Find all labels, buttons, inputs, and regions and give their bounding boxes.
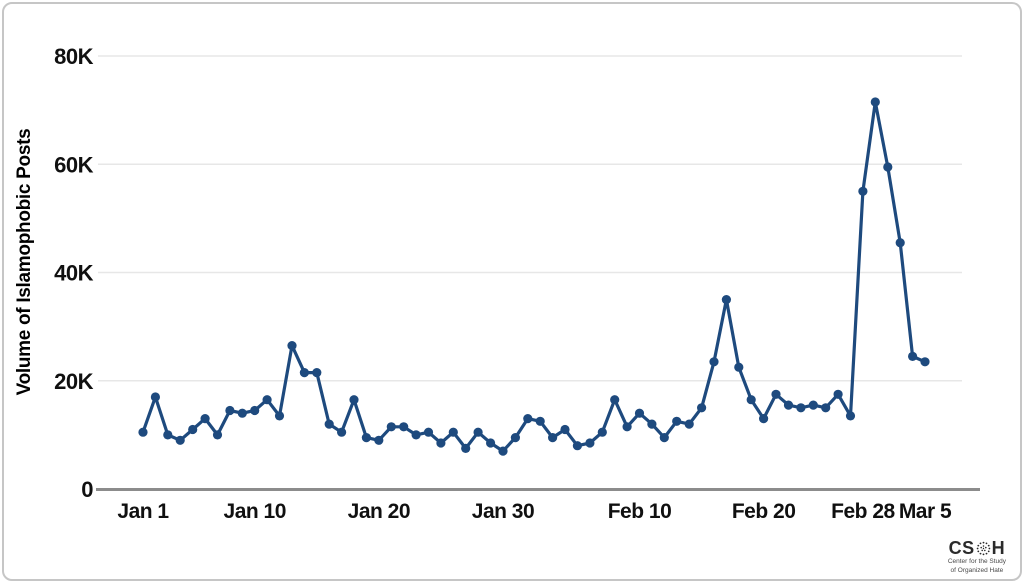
y-tick-label: 40K (54, 261, 93, 286)
data-point (324, 419, 334, 429)
data-point (386, 422, 396, 432)
data-point (337, 427, 347, 437)
data-point (908, 351, 918, 361)
data-point (498, 446, 508, 456)
data-point (510, 433, 520, 443)
data-point (250, 405, 260, 416)
data-point (721, 295, 732, 305)
data-point (436, 438, 446, 448)
globe-icon (976, 541, 990, 555)
data-point (783, 400, 794, 410)
data-point (796, 403, 806, 413)
data-point (746, 395, 756, 405)
logo-text-h: H (991, 538, 1006, 559)
logo-tagline-line2: of Organized Hate (950, 566, 1004, 574)
csoh-logo: CS H Center for the Study of Organized H… (948, 539, 1006, 575)
data-point (262, 395, 272, 405)
logo-tagline-line1: Center for the Study (947, 558, 1006, 566)
data-point (647, 419, 657, 429)
data-point (833, 389, 843, 399)
data-point (399, 422, 409, 432)
data-point (200, 414, 210, 424)
y-tick-label: 0 (81, 477, 93, 502)
data-point (610, 395, 620, 405)
data-point (821, 403, 831, 413)
data-point (709, 357, 719, 367)
data-point (597, 427, 607, 437)
x-tick-label: Feb 28 (831, 500, 895, 523)
data-point (448, 427, 458, 437)
data-point (150, 392, 160, 402)
data-point (312, 368, 322, 378)
data-point (684, 419, 694, 429)
y-tick-label: 20K (54, 369, 93, 394)
data-point (585, 438, 595, 448)
data-point (225, 405, 235, 416)
data-point (845, 411, 856, 421)
data-point (560, 424, 570, 435)
data-point (535, 416, 545, 426)
data-point (163, 430, 173, 440)
data-point (299, 368, 309, 378)
x-tick-label: Feb 20 (732, 500, 796, 523)
data-point (473, 427, 483, 437)
x-tick-label: Feb 10 (608, 500, 672, 523)
data-point (486, 438, 496, 448)
logo-text-cs: CS (948, 538, 975, 559)
data-point (349, 395, 359, 405)
data-point (895, 238, 905, 248)
data-point (175, 435, 185, 445)
data-point (734, 362, 744, 372)
data-point (622, 422, 632, 432)
x-tick-label: Jan 30 (472, 500, 534, 523)
x-tick-label: Jan 1 (117, 500, 169, 523)
data-point (883, 162, 893, 172)
x-tick-label: Jan 20 (348, 500, 410, 523)
data-point (411, 430, 421, 440)
data-point (274, 411, 285, 421)
data-point (523, 414, 533, 424)
data-point (548, 433, 558, 443)
data-point (572, 441, 583, 451)
data-point (287, 341, 297, 351)
y-axis-title: Volume of Islamophobic Posts (14, 129, 35, 396)
data-point (870, 97, 880, 107)
csoh-wordmark: CS H (948, 539, 1006, 557)
data-series-line (141, 100, 927, 453)
data-point (697, 403, 707, 413)
x-tick-label: Mar 5 (899, 500, 952, 523)
data-point (808, 400, 818, 410)
data-point (361, 433, 371, 443)
data-point (659, 433, 669, 443)
y-tick-label: 60K (54, 152, 93, 177)
data-point (461, 443, 471, 453)
data-point (759, 414, 769, 424)
x-tick-label: Jan 10 (224, 500, 286, 523)
data-point (771, 389, 781, 399)
data-point (374, 435, 384, 445)
data-point (672, 416, 682, 426)
data-point (920, 357, 930, 367)
data-point (188, 424, 198, 435)
data-point (138, 427, 148, 437)
data-point (634, 408, 645, 418)
data-point (212, 430, 223, 440)
data-point (423, 427, 434, 437)
data-point (858, 186, 868, 196)
data-point (237, 408, 247, 418)
y-tick-label: 80K (54, 44, 93, 69)
